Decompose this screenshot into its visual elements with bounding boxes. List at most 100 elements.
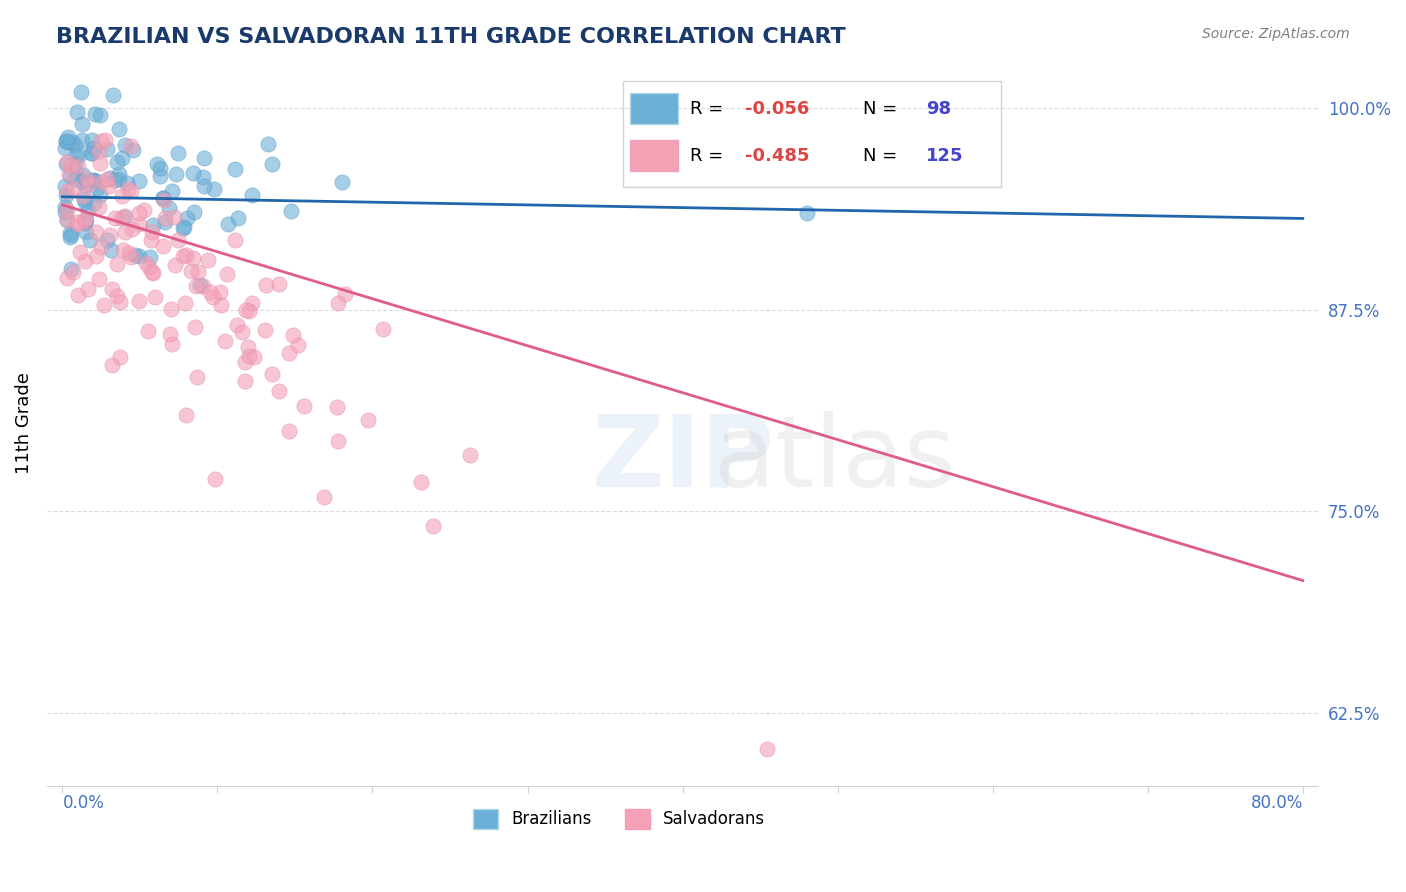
Point	[152, 193, 174, 207]
Point	[65, 215, 87, 229]
Point	[371, 322, 394, 336]
Point	[267, 277, 290, 292]
Y-axis label: 11th Grade: 11th Grade	[15, 372, 32, 474]
Point	[100, 243, 122, 257]
Point	[422, 519, 444, 533]
Point	[73, 211, 96, 226]
Point	[136, 324, 159, 338]
Point	[198, 285, 221, 300]
Point	[197, 252, 219, 267]
Point	[153, 211, 176, 225]
Point	[120, 184, 142, 198]
Point	[70, 174, 93, 188]
Point	[69, 245, 91, 260]
Point	[96, 142, 118, 156]
Point	[98, 171, 121, 186]
Point	[128, 174, 150, 188]
Point	[55, 134, 77, 148]
Point	[108, 167, 131, 181]
Point	[60, 261, 83, 276]
Point	[67, 287, 90, 301]
Point	[262, 367, 284, 381]
Point	[287, 338, 309, 352]
Point	[411, 475, 433, 489]
Point	[152, 191, 174, 205]
Point	[56, 271, 79, 285]
Text: R =: R =	[689, 100, 728, 118]
Point	[110, 211, 132, 225]
Point	[101, 282, 124, 296]
Point	[66, 159, 89, 173]
FancyBboxPatch shape	[630, 140, 678, 171]
Point	[152, 239, 174, 253]
Legend: Brazilians, Salvadorans: Brazilians, Salvadorans	[467, 802, 772, 836]
Point	[335, 286, 357, 301]
Point	[173, 296, 195, 310]
Point	[72, 117, 94, 131]
Point	[326, 434, 349, 448]
Point	[55, 179, 77, 194]
Point	[142, 218, 165, 232]
Point	[112, 210, 135, 224]
Point	[176, 211, 198, 225]
Point	[162, 337, 184, 351]
Point	[165, 167, 187, 181]
Point	[79, 233, 101, 247]
Point	[202, 290, 225, 304]
Point	[180, 264, 202, 278]
Point	[149, 161, 172, 176]
Point	[56, 155, 79, 169]
Point	[94, 133, 117, 147]
Point	[159, 301, 181, 316]
Point	[114, 138, 136, 153]
Text: ZIP: ZIP	[591, 410, 775, 508]
Text: 98: 98	[925, 100, 950, 118]
Point	[240, 296, 263, 310]
Point	[63, 137, 86, 152]
Point	[67, 148, 90, 162]
Point	[104, 173, 127, 187]
Point	[312, 491, 335, 505]
Point	[128, 249, 150, 263]
Point	[75, 213, 97, 227]
Point	[83, 141, 105, 155]
Point	[186, 370, 208, 384]
Point	[59, 230, 82, 244]
Point	[82, 133, 104, 147]
Point	[128, 206, 150, 220]
Point	[191, 170, 214, 185]
Text: R =: R =	[689, 146, 728, 165]
Point	[117, 181, 139, 195]
Point	[174, 408, 197, 422]
Point	[217, 218, 239, 232]
Point	[55, 187, 77, 202]
Point	[80, 146, 103, 161]
Point	[159, 327, 181, 342]
Point	[141, 225, 163, 239]
Point	[260, 156, 283, 170]
Point	[326, 400, 349, 414]
Point	[89, 188, 111, 202]
Point	[193, 278, 215, 293]
Point	[63, 164, 86, 178]
Point	[75, 225, 97, 239]
Point	[66, 217, 89, 231]
Text: N =: N =	[863, 100, 903, 118]
Point	[233, 374, 256, 388]
Text: Source: ZipAtlas.com: Source: ZipAtlas.com	[1202, 27, 1350, 41]
Point	[89, 155, 111, 169]
Point	[58, 167, 80, 181]
Point	[224, 233, 246, 247]
Point	[83, 173, 105, 187]
Point	[253, 322, 276, 336]
Point	[157, 201, 180, 215]
Point	[63, 157, 86, 171]
Point	[89, 272, 111, 286]
Point	[72, 189, 94, 203]
Point	[55, 205, 77, 219]
Point	[83, 106, 105, 120]
Text: BRAZILIAN VS SALVADORAN 11TH GRADE CORRELATION CHART: BRAZILIAN VS SALVADORAN 11TH GRADE CORRE…	[56, 27, 846, 46]
Point	[146, 157, 169, 171]
Point	[111, 189, 134, 203]
Point	[101, 88, 124, 103]
